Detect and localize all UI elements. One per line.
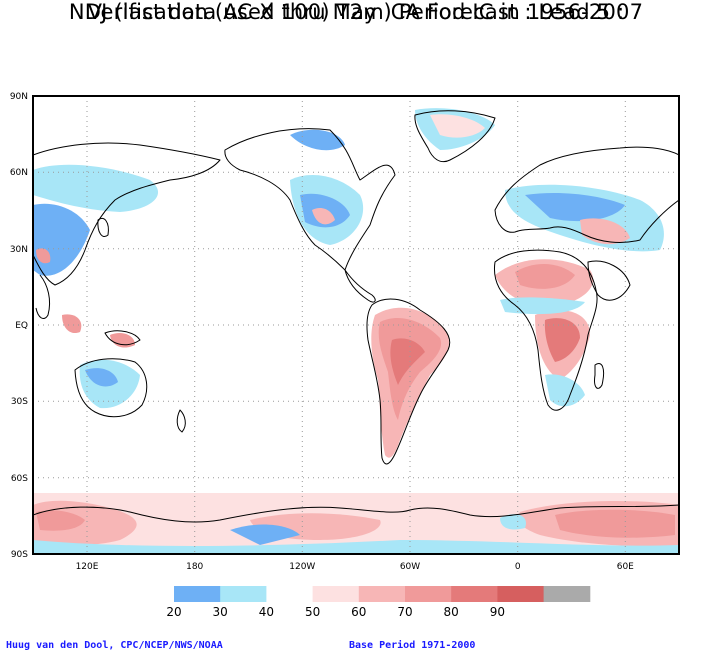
legend-label: 50 xyxy=(305,605,320,619)
lat-label-30s: 30S xyxy=(11,397,28,407)
coast-south-america xyxy=(366,298,451,465)
antarctic-red-east-core xyxy=(555,509,675,538)
credit-base-period: Base Period 1971-2000 xyxy=(349,640,476,651)
legend-label: 70 xyxy=(397,605,412,619)
lon-label-120e: 120E xyxy=(76,562,99,572)
legend-label: 90 xyxy=(490,605,505,619)
map-frame xyxy=(32,95,680,555)
lon-label-60w: 60W xyxy=(400,562,420,572)
coast-japan xyxy=(97,217,109,237)
arctic-blue xyxy=(290,129,345,151)
lat-label-60n: 60N xyxy=(10,168,28,178)
siberia-cyan xyxy=(33,164,159,212)
antarctic-red-west-core xyxy=(36,510,85,531)
legend-swatch xyxy=(312,586,360,602)
lon-label-0: 0 xyxy=(515,562,521,572)
credit-author: Huug van den Dool, CPC/NCEP/NWS/NOAA xyxy=(6,640,223,651)
coast-europe xyxy=(494,146,679,243)
east-asia-blue xyxy=(33,203,90,276)
coastlines xyxy=(33,110,679,523)
longitude-labels: 120E 180 120W 60W 0 60E xyxy=(76,562,635,572)
coast-madagascar xyxy=(594,363,605,389)
new-guinea-pink xyxy=(110,333,135,348)
coast-new-zealand xyxy=(176,409,186,433)
north-america-pink xyxy=(312,208,335,225)
lat-label-30n: 30N xyxy=(10,245,28,255)
legend-swatch xyxy=(220,586,267,602)
australia-blue xyxy=(85,368,118,387)
lon-label-180: 180 xyxy=(186,562,203,572)
coast-australia xyxy=(74,358,148,418)
africa-north-red xyxy=(515,264,575,289)
east-asia-pink xyxy=(36,248,51,264)
lat-label-90s: 90S xyxy=(11,550,28,560)
coast-north-america xyxy=(224,128,396,271)
africa-central-red xyxy=(544,318,580,362)
latitude-labels: 90N 60N 30N EQ 30S 60S 90S xyxy=(10,92,28,560)
legend-label: 40 xyxy=(259,605,274,619)
legend-swatch xyxy=(358,586,406,602)
title-line-2: NDJ (last data used thru May ) Period IC… xyxy=(68,0,644,24)
maritime-asia-pink xyxy=(62,314,82,334)
coast-indochina xyxy=(35,274,51,319)
legend-label: 80 xyxy=(444,605,459,619)
lon-label-120w: 120W xyxy=(289,562,315,572)
lat-label-90n: 90N xyxy=(10,92,28,102)
lon-label-60e: 60E xyxy=(617,562,634,572)
legend-label: 30 xyxy=(213,605,228,619)
shaded-fields xyxy=(33,108,679,554)
coast-central-america xyxy=(344,269,376,303)
coast-asia-east xyxy=(33,142,221,286)
legend-swatch xyxy=(543,586,591,602)
africa-blue-sahel xyxy=(500,297,585,315)
legend-label: 60 xyxy=(351,605,366,619)
antarctic-blue-pacific xyxy=(230,524,300,545)
coast-antarctica xyxy=(33,504,679,523)
coast-new-guinea xyxy=(104,330,141,346)
antarctic-blue-atlantic xyxy=(500,514,526,530)
greenland-pink xyxy=(430,114,485,138)
eurasia-blue xyxy=(525,193,625,222)
title-line-1: Verification (AC X 100) T2m CA Forecast … xyxy=(87,0,625,24)
lat-label-eq: EQ xyxy=(15,321,28,331)
legend-swatch xyxy=(405,586,452,602)
coast-arabia xyxy=(587,260,631,301)
color-legend: 20 30 40 50 60 70 80 90 xyxy=(166,586,591,619)
south-america-core xyxy=(390,338,425,385)
coast-greenland xyxy=(414,110,496,163)
legend-swatch xyxy=(266,586,314,602)
legend-swatch xyxy=(497,586,545,602)
lat-label-60s: 60S xyxy=(11,474,28,484)
legend-swatch xyxy=(174,586,221,602)
legend-swatch xyxy=(451,586,498,602)
coast-africa xyxy=(493,249,598,411)
antarctic-blue-rim xyxy=(33,540,679,554)
legend-label: 20 xyxy=(166,605,181,619)
